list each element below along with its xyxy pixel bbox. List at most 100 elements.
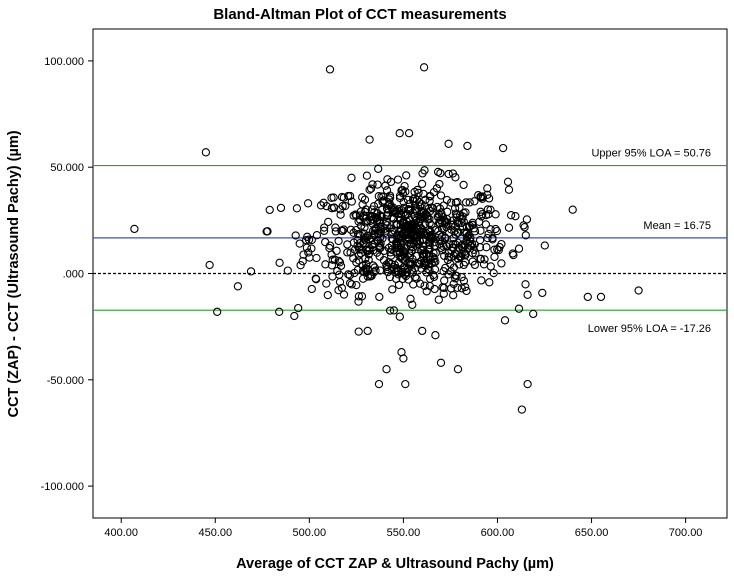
data-point bbox=[477, 212, 486, 221]
data-point bbox=[371, 266, 380, 275]
data-point bbox=[408, 242, 418, 252]
data-point bbox=[459, 180, 468, 190]
data-point bbox=[436, 191, 446, 200]
data-point bbox=[322, 202, 331, 211]
data-point bbox=[375, 292, 384, 302]
data-point bbox=[400, 270, 410, 279]
data-point bbox=[419, 245, 428, 254]
data-point bbox=[312, 253, 321, 263]
data-point bbox=[442, 195, 452, 205]
data-point bbox=[387, 234, 396, 243]
data-point bbox=[396, 231, 406, 241]
data-point bbox=[509, 250, 518, 260]
data-point bbox=[378, 234, 387, 243]
data-point bbox=[360, 207, 370, 217]
data-point bbox=[377, 212, 386, 221]
data-point bbox=[471, 249, 480, 258]
data-point bbox=[406, 294, 415, 303]
data-point bbox=[382, 365, 391, 374]
data-point bbox=[335, 258, 345, 267]
data-point bbox=[454, 243, 464, 252]
data-point bbox=[325, 241, 335, 250]
data-point bbox=[498, 143, 508, 153]
data-point bbox=[366, 270, 375, 279]
data-point bbox=[399, 354, 408, 363]
data-point bbox=[382, 204, 392, 213]
data-point bbox=[389, 306, 399, 315]
data-point bbox=[361, 218, 370, 227]
data-point bbox=[350, 245, 360, 254]
data-point bbox=[478, 194, 487, 203]
x-tick-label: 700.00 bbox=[669, 527, 703, 539]
data-point bbox=[434, 213, 443, 222]
data-point bbox=[481, 220, 491, 229]
data-point bbox=[349, 211, 358, 220]
data-point bbox=[321, 260, 330, 269]
data-point bbox=[367, 271, 376, 281]
data-point bbox=[424, 231, 434, 241]
data-point bbox=[483, 190, 492, 199]
reference-label-3: Lower 95% LOA = -17.26 bbox=[588, 323, 711, 335]
data-point bbox=[408, 300, 417, 309]
data-point bbox=[349, 228, 358, 237]
data-point bbox=[453, 365, 463, 374]
data-point bbox=[466, 233, 475, 243]
y-axis-ticks: 100.000 50.000 .000 -50.000 -100.000 bbox=[41, 56, 93, 493]
data-point bbox=[307, 244, 316, 253]
data-point bbox=[434, 210, 444, 219]
data-point bbox=[415, 279, 425, 288]
data-point bbox=[417, 208, 426, 217]
data-point bbox=[420, 166, 429, 175]
data-point bbox=[437, 236, 447, 246]
data-point bbox=[275, 307, 284, 316]
data-point bbox=[429, 249, 438, 258]
data-point bbox=[351, 210, 360, 219]
data-point bbox=[303, 232, 312, 241]
data-point bbox=[476, 226, 485, 235]
data-point bbox=[414, 188, 423, 198]
data-point bbox=[431, 225, 440, 235]
chart-title: Bland-Altman Plot of CCT measurements bbox=[213, 6, 506, 23]
y-tick-label: 100.000 bbox=[44, 56, 84, 68]
data-point bbox=[374, 192, 383, 201]
data-point bbox=[462, 286, 471, 296]
data-point bbox=[449, 233, 458, 243]
data-point bbox=[431, 331, 440, 340]
x-tick-label: 500.00 bbox=[293, 527, 327, 539]
data-point bbox=[400, 181, 409, 191]
data-point bbox=[334, 286, 343, 295]
data-point bbox=[435, 179, 444, 189]
data-point bbox=[395, 193, 405, 203]
data-point bbox=[378, 197, 387, 207]
data-point bbox=[494, 245, 503, 255]
data-point bbox=[347, 280, 356, 289]
data-point bbox=[457, 241, 466, 250]
data-point bbox=[418, 326, 427, 336]
data-point bbox=[470, 197, 479, 206]
data-point bbox=[363, 326, 372, 336]
data-point bbox=[327, 261, 337, 270]
data-point bbox=[388, 262, 397, 272]
y-tick-label: -50.000 bbox=[47, 375, 84, 387]
data-point bbox=[396, 220, 405, 230]
data-point bbox=[201, 148, 211, 157]
data-point bbox=[387, 230, 396, 239]
data-point bbox=[538, 288, 547, 298]
data-point bbox=[291, 231, 300, 240]
data-point bbox=[366, 184, 376, 193]
data-point bbox=[464, 231, 473, 240]
data-point bbox=[130, 224, 139, 234]
data-point bbox=[404, 259, 413, 269]
data-point bbox=[455, 260, 464, 269]
data-point bbox=[372, 225, 381, 234]
data-point bbox=[331, 223, 340, 232]
y-tick-label: .000 bbox=[63, 269, 84, 281]
data-point bbox=[444, 139, 453, 148]
reference-label-0: Upper 95% LOA = 50.76 bbox=[591, 148, 711, 160]
data-point bbox=[320, 223, 329, 232]
data-point bbox=[436, 169, 445, 178]
data-point bbox=[331, 227, 340, 236]
data-point bbox=[634, 286, 643, 295]
data-point bbox=[205, 260, 214, 270]
